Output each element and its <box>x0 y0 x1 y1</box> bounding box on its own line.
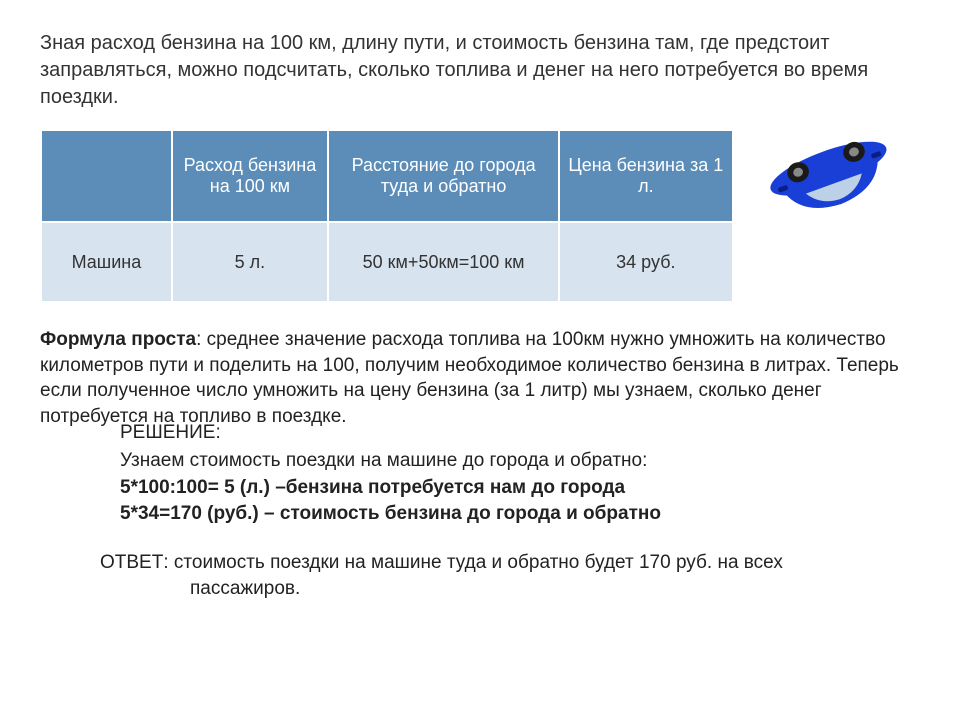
solution-line3: 5*34=170 (руб.) – стоимость бензина до г… <box>120 501 920 528</box>
formula-label: Формула проста <box>40 329 196 350</box>
td-price: 34 руб. <box>559 222 732 302</box>
th-price: Цена бензина за 1 л. <box>559 130 732 222</box>
table-row: Машина 5 л. 50 км+50км=100 км 34 руб. <box>41 222 733 302</box>
car-image <box>752 135 920 245</box>
solution-line1: Узнаем стоимость поездки на машине до го… <box>120 448 920 475</box>
th-consumption: Расход бензина на 100 км <box>172 130 328 222</box>
th-distance: Расстояние до города туда и обратно <box>328 130 559 222</box>
answer-line1: ОТВЕТ: стоимость поездки на машине туда … <box>100 550 920 576</box>
table-header-row: Расход бензина на 100 км Расстояние до г… <box>41 130 733 222</box>
answer-block: ОТВЕТ: стоимость поездки на машине туда … <box>100 550 920 601</box>
formula-paragraph: Формула проста: среднее значение расхода… <box>40 327 920 430</box>
td-consumption: 5 л. <box>172 222 328 302</box>
answer-line2: пассажиров. <box>190 576 920 602</box>
td-rowlabel: Машина <box>41 222 172 302</box>
table-and-image-row: Расход бензина на 100 км Расстояние до г… <box>40 129 920 303</box>
td-distance: 50 км+50км=100 км <box>328 222 559 302</box>
th-empty <box>41 130 172 222</box>
solution-block: РЕШЕНИЕ: Узнаем стоимость поездки на маш… <box>120 420 920 528</box>
fuel-table: Расход бензина на 100 км Расстояние до г… <box>40 129 734 303</box>
solution-line2: 5*100:100= 5 (л.) –бензина потребуется н… <box>120 475 920 502</box>
intro-paragraph: Зная расход бензина на 100 км, длину пут… <box>40 30 920 111</box>
slide-root: Зная расход бензина на 100 км, длину пут… <box>0 0 960 621</box>
